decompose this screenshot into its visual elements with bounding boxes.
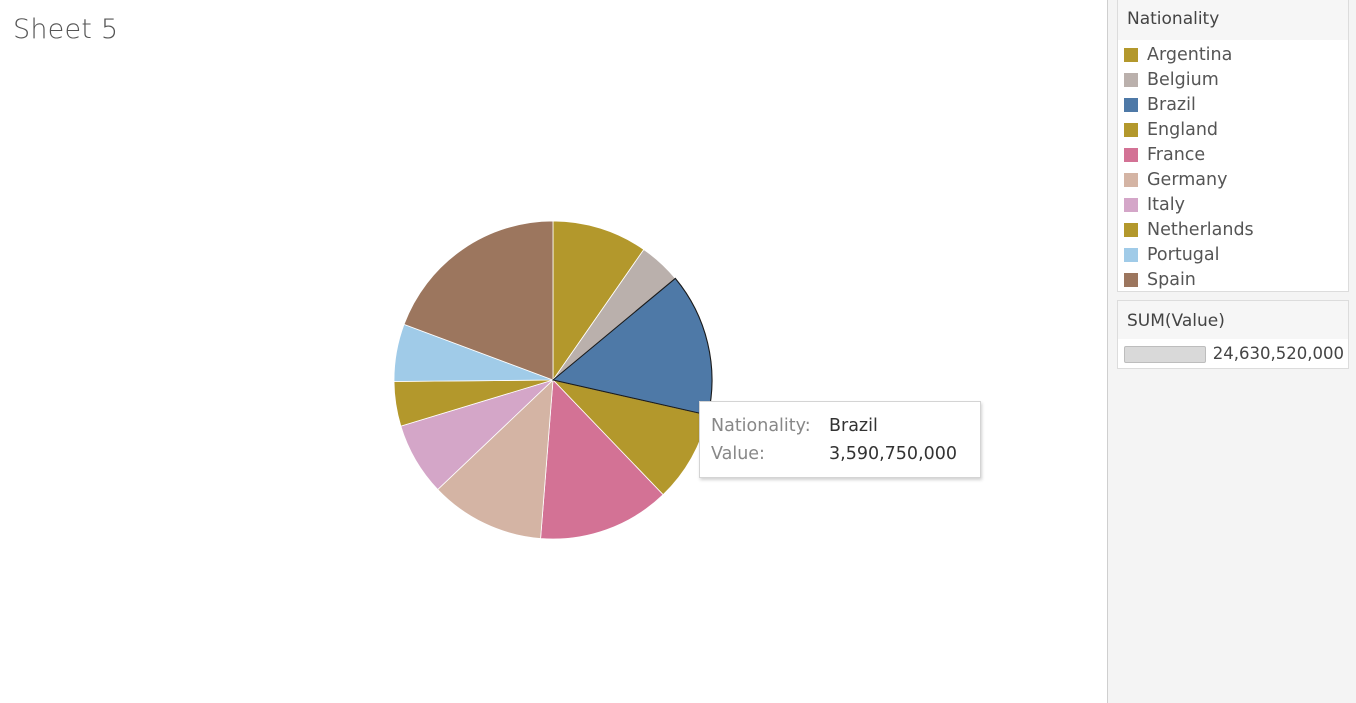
legend-swatch [1124, 47, 1138, 62]
sheet-title: Sheet 5 [13, 14, 119, 45]
legend-swatch [1124, 122, 1138, 137]
tooltip-row-value: Value: 3,590,750,000 [711, 444, 957, 464]
pie-slice-argentina[interactable] [552, 220, 645, 382]
legend-list: Argentina Belgium Brazil England France … [1118, 40, 1348, 292]
legend-swatch [1124, 247, 1138, 262]
size-legend-title[interactable]: SUM(Value) [1118, 301, 1348, 339]
tooltip-row-nationality: Nationality: Brazil [711, 416, 878, 436]
legend-label: Germany [1147, 169, 1228, 190]
side-panel: Nationality Argentina Belgium Brazil Eng… [1107, 0, 1356, 703]
legend-swatch [1124, 72, 1138, 87]
legend-item-belgium[interactable]: Belgium [1118, 67, 1348, 92]
legend-label: Italy [1147, 194, 1185, 215]
legend-swatch [1124, 172, 1138, 187]
legend-swatch [1124, 272, 1138, 287]
legend-title[interactable]: Nationality [1118, 0, 1348, 40]
legend-swatch [1124, 222, 1138, 237]
legend-swatch [1124, 197, 1138, 212]
size-legend-label: 24,630,520,000 [1212, 344, 1344, 363]
legend-label: Netherlands [1147, 219, 1254, 240]
tooltip-key-value: Value: [711, 444, 765, 464]
legend-item-germany[interactable]: Germany [1118, 167, 1348, 192]
legend-swatch [1124, 97, 1138, 112]
pie-chart[interactable] [0, 0, 1100, 703]
legend-item-spain[interactable]: Spain [1118, 267, 1348, 292]
legend-item-italy[interactable]: Italy [1118, 192, 1348, 217]
legend-label: Argentina [1147, 44, 1233, 65]
legend-item-netherlands[interactable]: Netherlands [1118, 217, 1348, 242]
legend-item-england[interactable]: England [1118, 117, 1348, 142]
legend-label: England [1147, 119, 1219, 140]
legend-label: Spain [1147, 269, 1196, 290]
legend-label: Belgium [1147, 69, 1219, 90]
tooltip: Nationality: Brazil Value: 3,590,750,000 [699, 401, 981, 478]
legend-label: Portugal [1147, 244, 1220, 265]
size-legend-bar [1124, 346, 1206, 363]
tooltip-value-value: 3,590,750,000 [829, 444, 958, 464]
pie-slice-spain[interactable] [403, 220, 554, 381]
legend-label: Brazil [1147, 94, 1196, 115]
tooltip-key-nationality: Nationality: [711, 416, 811, 436]
tooltip-value-nationality: Brazil [829, 416, 878, 436]
size-legend: SUM(Value) 24,630,520,000 [1117, 300, 1349, 369]
pie-slice-france[interactable] [540, 379, 664, 540]
size-legend-row: 24,630,520,000 [1118, 339, 1348, 369]
legend-item-argentina[interactable]: Argentina [1118, 42, 1348, 67]
legend-item-portugal[interactable]: Portugal [1118, 242, 1348, 267]
legend-label: France [1147, 144, 1206, 165]
color-legend: Nationality Argentina Belgium Brazil Eng… [1117, 0, 1349, 292]
legend-item-france[interactable]: France [1118, 142, 1348, 167]
legend-item-brazil[interactable]: Brazil [1118, 92, 1348, 117]
pie-slice-germany[interactable] [437, 378, 554, 539]
legend-swatch [1124, 147, 1138, 162]
